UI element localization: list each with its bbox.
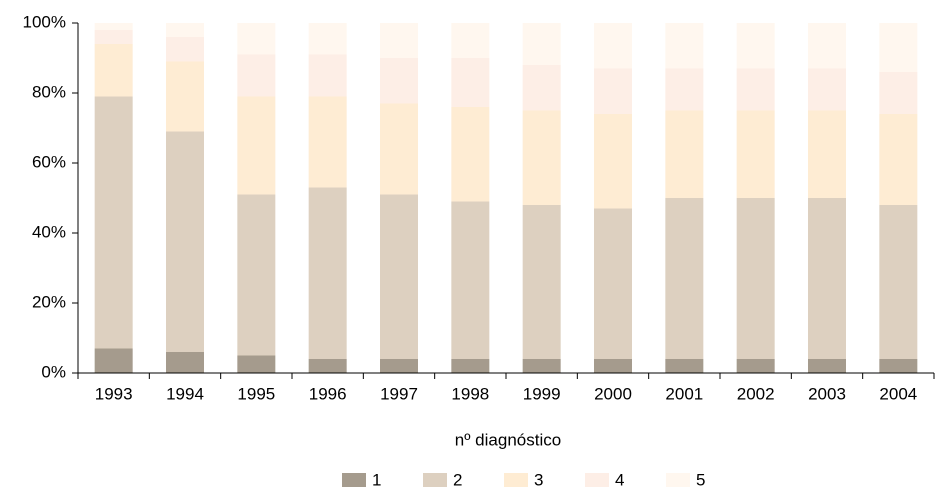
bar-segment (522, 110, 561, 205)
bar-segment (879, 114, 918, 205)
bar-segment (594, 23, 632, 69)
x-tick-label: 1999 (523, 384, 561, 403)
bar-segment (380, 359, 418, 373)
legend-title: nº diagnóstico (455, 430, 561, 449)
legend-swatch (423, 473, 447, 487)
legend-swatch (504, 473, 528, 487)
bar-segment (808, 23, 846, 69)
y-tick-label: 20% (32, 292, 66, 311)
x-tick-label: 2003 (808, 384, 846, 403)
bar-segment (94, 44, 133, 97)
x-tick-label: 1995 (237, 384, 275, 403)
bar-segment (451, 58, 490, 107)
bar-segment (451, 23, 490, 58)
y-tick-label: 40% (32, 222, 66, 241)
bar-segment (879, 72, 918, 114)
bar-segment (380, 23, 418, 58)
legend-label: 5 (696, 470, 705, 489)
bar-segment (665, 68, 704, 111)
bar-segment (451, 359, 490, 373)
y-tick-label: 60% (32, 152, 66, 171)
bar-segment (237, 23, 276, 55)
legend-swatch (666, 473, 690, 487)
legend-swatch (342, 473, 366, 487)
bar-segment (594, 359, 632, 373)
bar-segment (665, 23, 704, 69)
legend-label: 4 (615, 470, 624, 489)
bar-segment (665, 198, 704, 359)
x-tick-label: 1996 (309, 384, 347, 403)
bar-segment (237, 355, 276, 373)
bar-segment (308, 96, 347, 188)
bar-segment (736, 23, 775, 69)
bar-segment (594, 68, 632, 114)
legend-label: 3 (534, 470, 543, 489)
bar-segment (237, 96, 276, 195)
bar-segment (380, 103, 418, 195)
y-tick-label: 100% (23, 12, 66, 31)
x-tick-label: 1997 (380, 384, 418, 403)
bar-segment (94, 96, 133, 349)
bar-segment (94, 30, 133, 44)
bar-segment (808, 198, 846, 359)
bar-segment (237, 54, 276, 97)
bar-segment (94, 23, 133, 30)
x-tick-label: 2002 (737, 384, 775, 403)
bar-segment (166, 352, 204, 373)
legend-swatch (585, 473, 609, 487)
bar-segment (166, 23, 204, 37)
bar-segment (736, 110, 775, 198)
bar-segment (451, 201, 490, 359)
bar-segment (522, 23, 561, 65)
bar-segment (308, 54, 347, 97)
bar-segment (522, 205, 561, 359)
bar-segment (166, 61, 204, 132)
bar-segment (451, 107, 490, 202)
bar-segment (665, 359, 704, 373)
bar-segment (736, 68, 775, 111)
bar-segment (879, 205, 918, 359)
bar-segment (308, 359, 347, 373)
bar-segment (166, 131, 204, 352)
bar-segment (380, 194, 418, 359)
bar-segment (808, 110, 846, 198)
x-tick-label: 1993 (95, 384, 133, 403)
bar-segment (380, 58, 418, 104)
y-tick-label: 80% (32, 82, 66, 101)
bar-segment (94, 348, 133, 373)
x-tick-label: 2001 (665, 384, 703, 403)
bar-segment (522, 359, 561, 373)
bar-segment (237, 194, 276, 356)
legend-label: 2 (453, 470, 462, 489)
bar-segment (308, 187, 347, 359)
x-tick-label: 2004 (879, 384, 917, 403)
bar-segment (879, 359, 918, 373)
x-tick-label: 2000 (594, 384, 632, 403)
bar-segment (736, 359, 775, 373)
bar-segment (879, 23, 918, 72)
x-tick-label: 1998 (451, 384, 489, 403)
bar-segment (736, 198, 775, 359)
bar-segment (808, 68, 846, 111)
bar-segment (166, 37, 204, 62)
bar-segment (594, 208, 632, 359)
bar-segment (308, 23, 347, 55)
bar-segment (808, 359, 846, 373)
bar-segment (594, 114, 632, 209)
bar-segment (665, 110, 704, 198)
bar-segment (522, 65, 561, 111)
x-tick-label: 1994 (166, 384, 204, 403)
legend-label: 1 (372, 470, 381, 489)
y-tick-label: 0% (41, 362, 66, 381)
